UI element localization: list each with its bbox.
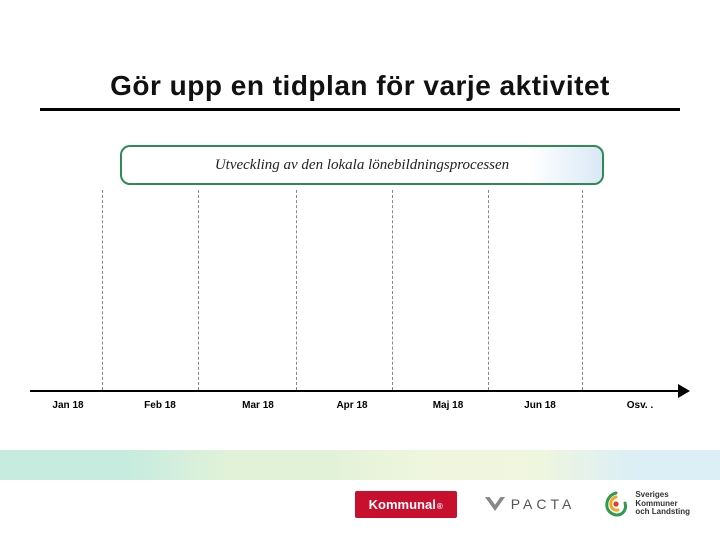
skl-line3: och Landsting: [635, 508, 690, 517]
logo-kommunal-text: Kommunal: [369, 497, 436, 512]
month-label: Mar 18: [242, 400, 274, 411]
month-label: Feb 18: [144, 400, 176, 411]
month-label: Osv. .: [627, 400, 654, 411]
timeline-divider: [582, 190, 583, 390]
footer-band: [0, 450, 720, 480]
logo-skl-text: Sveriges Kommuner och Landsting: [635, 491, 690, 517]
logo-row: Kommunal® PACTA Sveriges Kommuner och La…: [355, 486, 690, 522]
timeline-divider: [102, 190, 103, 390]
month-label: Jun 18: [524, 400, 556, 411]
skl-mark-icon: [603, 491, 629, 517]
logo-pacta-text: PACTA: [511, 496, 576, 512]
month-label: Apr 18: [336, 400, 367, 411]
timeline-divider: [198, 190, 199, 390]
page-title: Gör upp en tidplan för varje aktivitet: [40, 70, 680, 111]
pacta-flag-icon: [485, 497, 505, 511]
timeline-arrowhead: [678, 384, 690, 398]
logo-pacta: PACTA: [485, 496, 576, 512]
timeline-divider: [488, 190, 489, 390]
timeline-axis: [30, 390, 680, 392]
month-label: Maj 18: [433, 400, 464, 411]
activity-banner: Utveckling av den lokala lönebildningspr…: [120, 145, 604, 185]
timeline-divider: [296, 190, 297, 390]
logo-kommunal: Kommunal®: [355, 491, 457, 518]
logo-kommunal-reg: ®: [437, 502, 443, 511]
logo-skl: Sveriges Kommuner och Landsting: [603, 491, 690, 517]
timeline-divider: [392, 190, 393, 390]
timeline: Jan 18 Feb 18 Mar 18 Apr 18 Maj 18 Jun 18 Osv.…: [30, 190, 690, 420]
month-label: Jan 18: [52, 400, 83, 411]
